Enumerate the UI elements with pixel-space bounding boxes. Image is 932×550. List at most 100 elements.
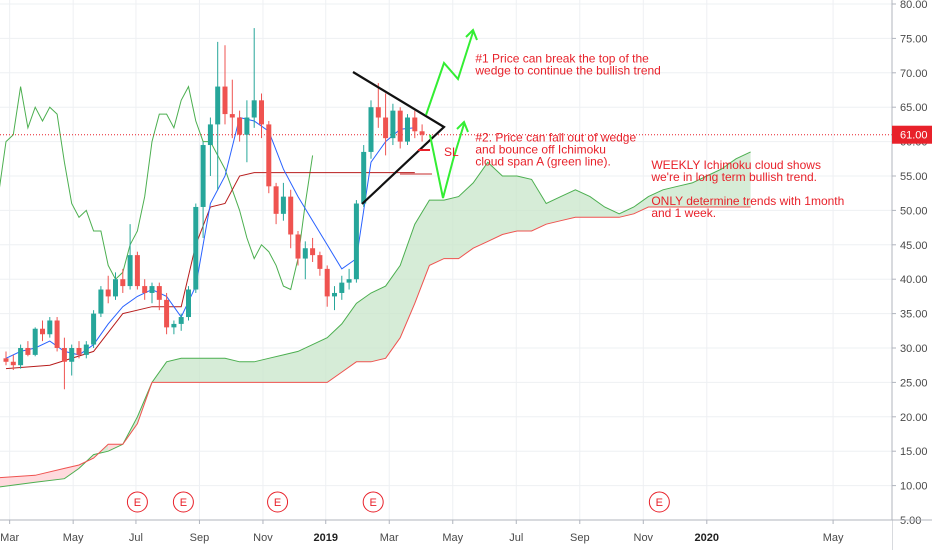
- time-tick-label: 2019: [313, 532, 337, 544]
- candle-body: [375, 107, 381, 118]
- candle-body: [419, 131, 425, 135]
- candle: [83, 341, 89, 359]
- candle: [324, 265, 330, 307]
- bullish-arrowhead-icon: [465, 28, 478, 41]
- candle-body: [346, 279, 352, 283]
- candle: [215, 41, 221, 190]
- time-tick-label: Sep: [190, 532, 210, 544]
- candle-body: [266, 124, 272, 187]
- candle: [10, 354, 16, 371]
- candle-body: [229, 114, 235, 118]
- time-tick-label: Mar: [380, 532, 399, 544]
- price-tick-label: 10.00: [900, 481, 928, 493]
- candle-body: [25, 348, 31, 355]
- candle-body: [390, 110, 396, 139]
- earnings-marker[interactable]: E: [362, 491, 384, 513]
- annotation-text-3: WEEKLY Ichimoku cloud shows we're in long…: [650, 158, 844, 220]
- candle: [32, 327, 38, 357]
- candle-body: [127, 255, 133, 287]
- candle-body: [83, 344, 89, 355]
- annotation-line: ONLY determine trends with 1month: [651, 194, 844, 208]
- candle: [164, 292, 170, 335]
- wedge-triangle: [352, 71, 446, 205]
- price-tick-label: 35.00: [900, 309, 928, 321]
- candle: [61, 337, 67, 390]
- candle-body: [273, 186, 279, 214]
- candle-body: [405, 117, 410, 142]
- candle: [120, 268, 126, 293]
- earnings-marker[interactable]: E: [267, 491, 289, 513]
- earnings-label: E: [274, 497, 281, 509]
- candle-body: [61, 348, 67, 362]
- candle-body: [317, 255, 323, 269]
- candle: [171, 320, 177, 335]
- candle: [244, 100, 250, 163]
- candle: [105, 275, 111, 304]
- candle: [288, 189, 294, 249]
- candle-body: [361, 151, 367, 204]
- price-tick-label: 80.00: [900, 0, 928, 11]
- price-axis-background: [892, 0, 932, 550]
- time-tick-label: May: [63, 532, 84, 544]
- candle: [259, 93, 264, 139]
- time-axis[interactable]: Mar May Jul Sep Nov 2019 Mar May Jul Sep Nov 2020 Ma…: [0, 519, 932, 550]
- candle: [353, 200, 359, 283]
- earnings-circle: [362, 491, 384, 513]
- price-tick-label: 20.00: [900, 412, 928, 424]
- earnings-marker[interactable]: E: [648, 491, 670, 513]
- candle: [361, 145, 367, 207]
- time-tick-label: 2020: [695, 532, 719, 544]
- candle: [237, 110, 243, 142]
- candle-body: [91, 313, 97, 345]
- candle: [47, 317, 53, 338]
- grid-lines: [0, 0, 892, 521]
- candle: [412, 110, 418, 139]
- earnings-marker[interactable]: E: [172, 491, 194, 513]
- annotation-line: we're in long term bullish trend.: [650, 170, 817, 184]
- candle-body: [215, 86, 221, 125]
- earnings-marker[interactable]: E: [126, 491, 148, 513]
- candle-body: [178, 317, 184, 324]
- candle: [339, 275, 345, 300]
- candle: [3, 351, 9, 366]
- price-tick-label: 5.00: [900, 515, 921, 527]
- time-tick-label: May: [442, 532, 463, 544]
- earnings-label: E: [370, 497, 377, 509]
- candle: [419, 124, 425, 142]
- lagging-span-line: [0, 85, 314, 291]
- candle: [18, 344, 24, 369]
- candle-body: [47, 320, 53, 335]
- candle-body: [18, 348, 24, 366]
- candle-body: [280, 196, 286, 214]
- candle-body: [105, 289, 111, 297]
- candle-body: [164, 299, 170, 328]
- price-tick-label: 70.00: [900, 68, 928, 80]
- candle: [25, 341, 31, 357]
- candle-body: [251, 100, 257, 118]
- candle-body: [156, 286, 162, 300]
- candle-body: [412, 117, 418, 132]
- candle: [178, 313, 184, 331]
- candle-body: [40, 328, 45, 335]
- price-axis[interactable]: 80.0075.0070.0065.0060.0055.0050.0045.00…: [891, 0, 932, 550]
- candle: [134, 251, 140, 290]
- annotation-line: #2. Price can fall out of wedge: [475, 131, 636, 145]
- candle: [229, 79, 235, 139]
- candle: [142, 279, 148, 300]
- drawings: [352, 28, 478, 205]
- bounce-arrow-path: [429, 123, 465, 199]
- last-price-tag-label: 61.00: [900, 130, 928, 142]
- annotation-line: #1 Price can break the top of the: [475, 51, 649, 65]
- time-tick-label: Mar: [0, 532, 19, 544]
- candle-body: [10, 361, 16, 366]
- candle: [375, 83, 381, 128]
- candle: [149, 282, 155, 304]
- candle: [368, 100, 374, 159]
- candle: [98, 286, 104, 318]
- candle: [266, 120, 272, 194]
- candle: [346, 268, 352, 290]
- last-price-tag: [892, 125, 932, 144]
- candle: [207, 117, 213, 176]
